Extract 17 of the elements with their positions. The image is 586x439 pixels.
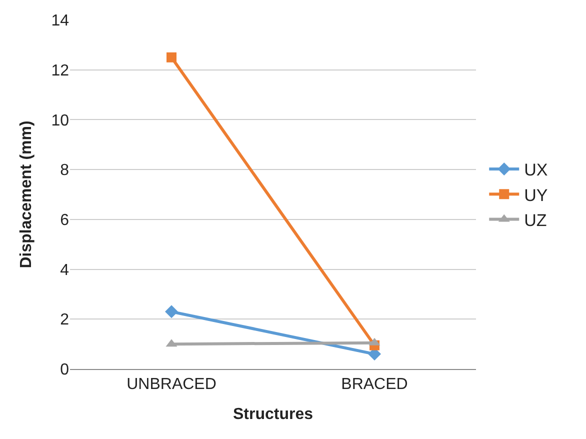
y-tick-label: 10: [51, 112, 70, 130]
y-tick-label: 8: [60, 162, 70, 180]
legend-label: UX: [524, 160, 548, 180]
y-tick-label: 14: [51, 12, 70, 30]
legend-label: UZ: [524, 210, 547, 230]
y-axis-title: Displacement (mm): [18, 120, 36, 268]
legend-label: UY: [524, 186, 548, 205]
x-axis-title: Structures: [232, 406, 314, 423]
y-tick-label: 4: [60, 262, 70, 279]
x-tick-label: UNBRACED: [126, 376, 216, 394]
y-tick-label: 0: [60, 362, 70, 379]
y-tick-label: 2: [60, 312, 70, 329]
point: [165, 305, 178, 318]
y-tick-label: 6: [60, 212, 70, 230]
x-tick-label: BRACED: [341, 376, 408, 394]
y-tick-label: 12: [51, 62, 70, 80]
point: [166, 52, 176, 62]
